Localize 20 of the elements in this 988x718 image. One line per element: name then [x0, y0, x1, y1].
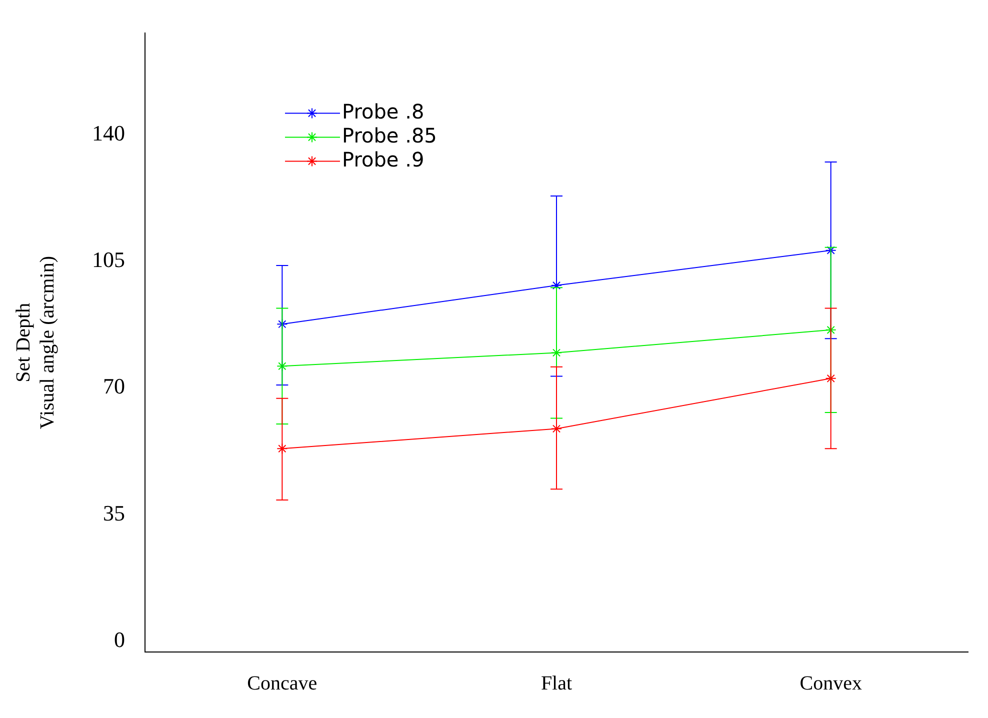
point	[825, 244, 836, 256]
x-tick-label: Concave	[247, 672, 318, 694]
point	[551, 423, 562, 434]
x-tick-label: Convex	[800, 672, 862, 694]
y-tick-label: 140	[92, 120, 125, 146]
legend-label: Probe .8	[342, 99, 424, 124]
legend-label: Probe .9	[342, 147, 424, 172]
legend-label: Probe .85	[342, 123, 437, 148]
point	[276, 360, 288, 372]
x-tick-label: Flat	[540, 672, 572, 694]
y-tick-label: 35	[103, 500, 125, 526]
y-tick-label: 105	[92, 246, 125, 272]
y-tick-label: 0	[114, 626, 125, 652]
y-axis-title: Set Depth Visual angle (arcmin)	[12, 256, 58, 430]
point	[551, 347, 562, 358]
point	[825, 324, 836, 336]
point	[276, 318, 288, 330]
y-tick-label: 70	[103, 374, 125, 399]
point	[276, 443, 288, 454]
point	[825, 372, 836, 384]
